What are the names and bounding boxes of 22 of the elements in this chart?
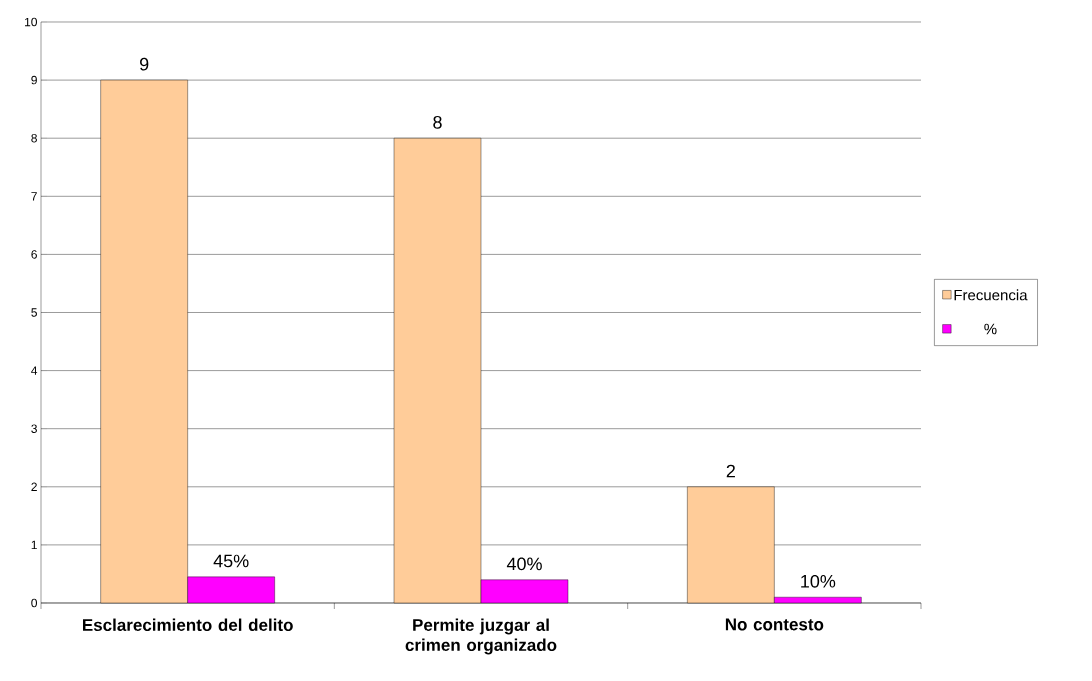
y-tick-label: 1 (31, 540, 37, 550)
x-tick-label: No contesto (725, 618, 824, 631)
y-tick-label: 9 (31, 75, 37, 85)
data-label: 2 (726, 464, 735, 478)
data-label: 45% (213, 554, 249, 568)
y-tick-label: 2 (31, 482, 37, 491)
data-label: 9 (140, 57, 149, 71)
legend-label: Frecuencia (954, 289, 1028, 301)
legend-label: % (984, 323, 997, 335)
x-tick-label: Permite juzgar al crimen organizado (405, 618, 557, 655)
data-label: 8 (433, 115, 442, 129)
y-tick-label: 4 (31, 366, 38, 375)
data-label: 40% (506, 557, 542, 571)
y-tick-label: 7 (31, 192, 37, 201)
y-tick-label: 6 (31, 250, 37, 259)
y-tick-label: 3 (31, 424, 37, 433)
x-tick-label: Esclarecimiento del delito (83, 618, 293, 632)
y-tick-label: 0 (31, 598, 38, 608)
data-label: 10% (801, 574, 836, 588)
y-tick-label: 8 (31, 133, 37, 143)
y-tick-label: 10 (25, 17, 38, 27)
y-tick-label: 5 (31, 308, 37, 317)
